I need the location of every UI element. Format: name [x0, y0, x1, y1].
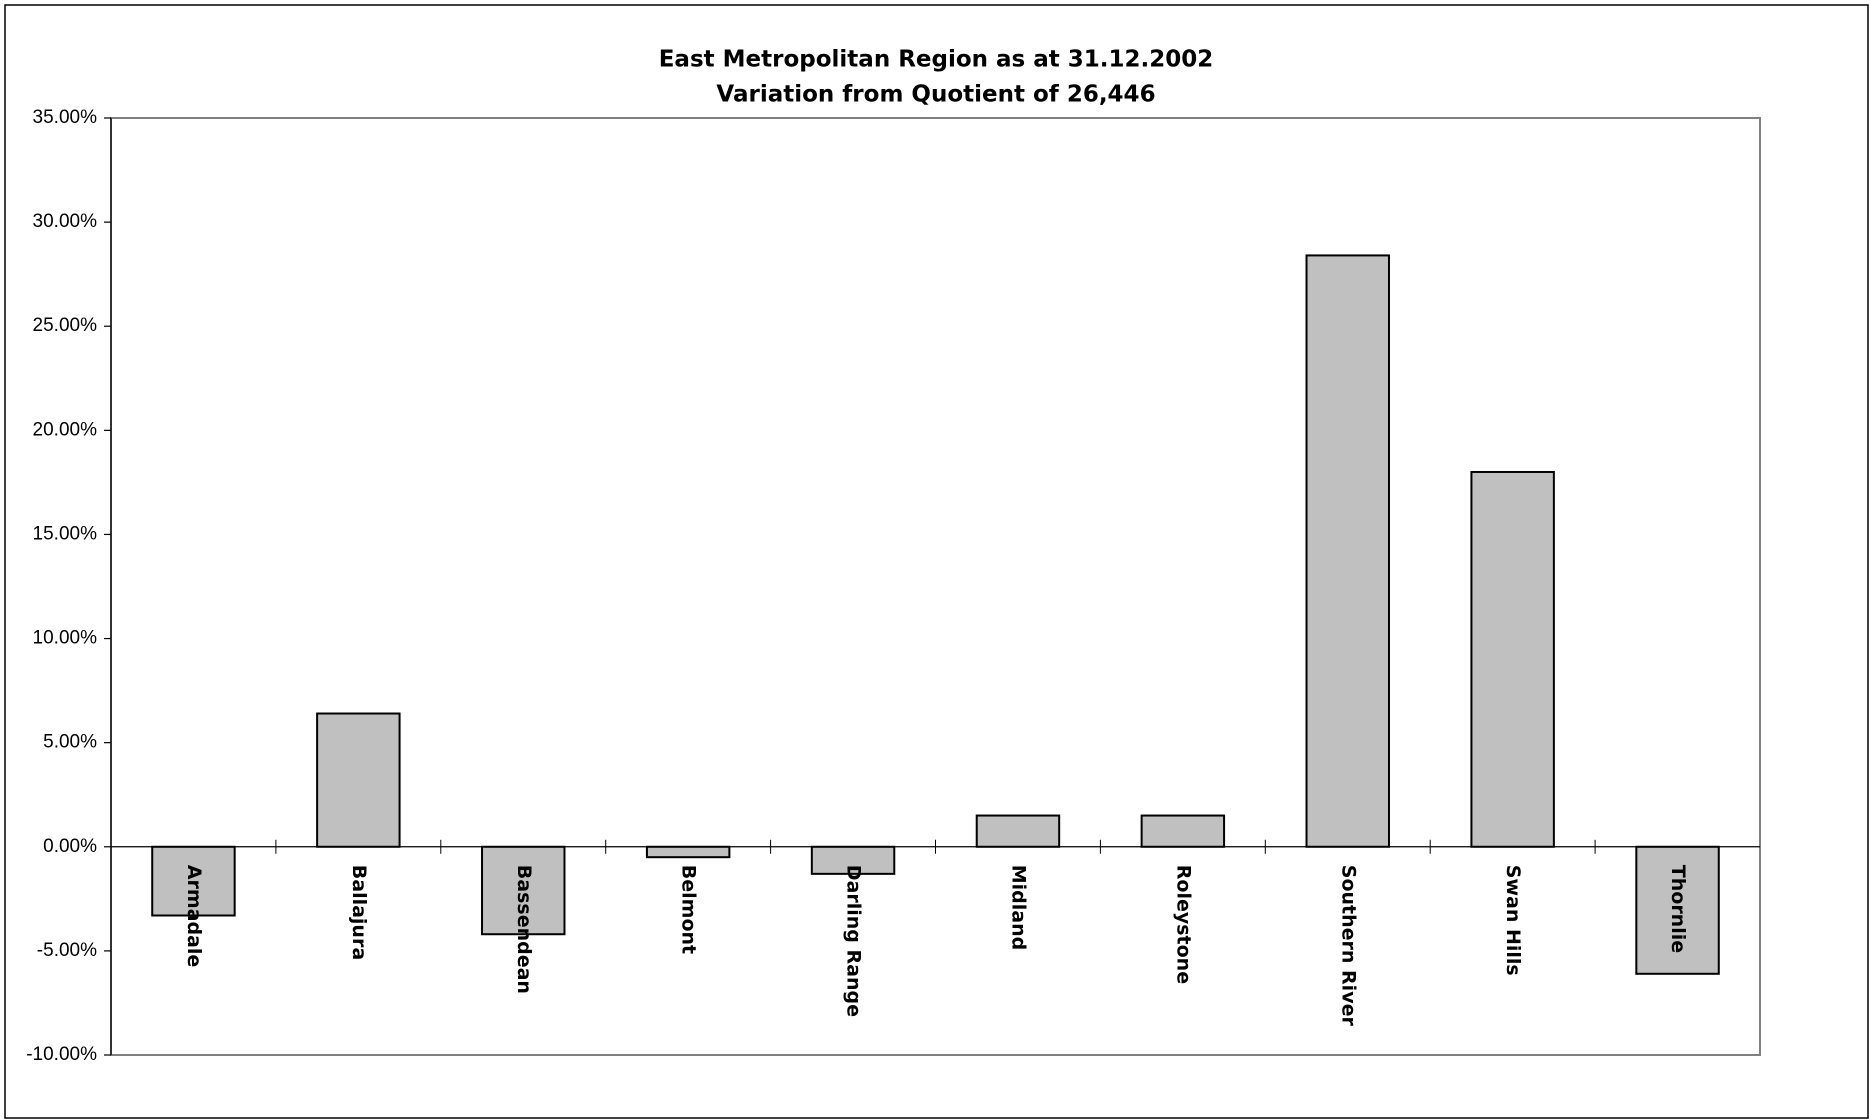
y-tick-label: 5.00% [43, 732, 97, 753]
x-tick-label: Armadale [183, 865, 205, 968]
y-tick-label: 0.00% [43, 836, 97, 857]
x-tick-label: Ballajura [348, 865, 370, 960]
bar [151, 845, 236, 917]
bar [810, 845, 896, 875]
y-tick-label: -5.00% [37, 940, 97, 961]
bar [645, 845, 731, 859]
y-tick-label: 10.00% [33, 628, 98, 649]
y-tick-label: 15.00% [33, 523, 98, 544]
x-tick-label: Midland [1007, 865, 1029, 950]
x-tick-label: Roleystone [1172, 865, 1194, 984]
bar [316, 712, 401, 848]
y-tick-label: -10.00% [26, 1044, 97, 1065]
bar [481, 845, 566, 936]
chart-title: East Metropolitan Region as at 31.12.200… [659, 47, 1214, 73]
y-tick-label: 30.00% [33, 211, 98, 232]
x-tick-label: Belmont [678, 865, 700, 954]
bar [1140, 814, 1226, 848]
y-tick-label: 25.00% [33, 315, 98, 336]
bar [975, 814, 1061, 848]
x-tick-label: Thornlie [1667, 865, 1689, 953]
bar [1470, 470, 1555, 848]
x-tick-label: Southern River [1337, 865, 1359, 1027]
y-tick-label: 20.00% [33, 419, 98, 440]
x-tick-label: Darling Range [843, 865, 865, 1017]
x-tick-label: Bassendean [513, 865, 535, 994]
y-tick-label: 35.00% [33, 107, 98, 128]
x-tick-label: Swan Hills [1502, 865, 1524, 976]
chart-subtitle: Variation from Quotient of 26,446 [716, 82, 1155, 108]
bar [1305, 254, 1390, 848]
